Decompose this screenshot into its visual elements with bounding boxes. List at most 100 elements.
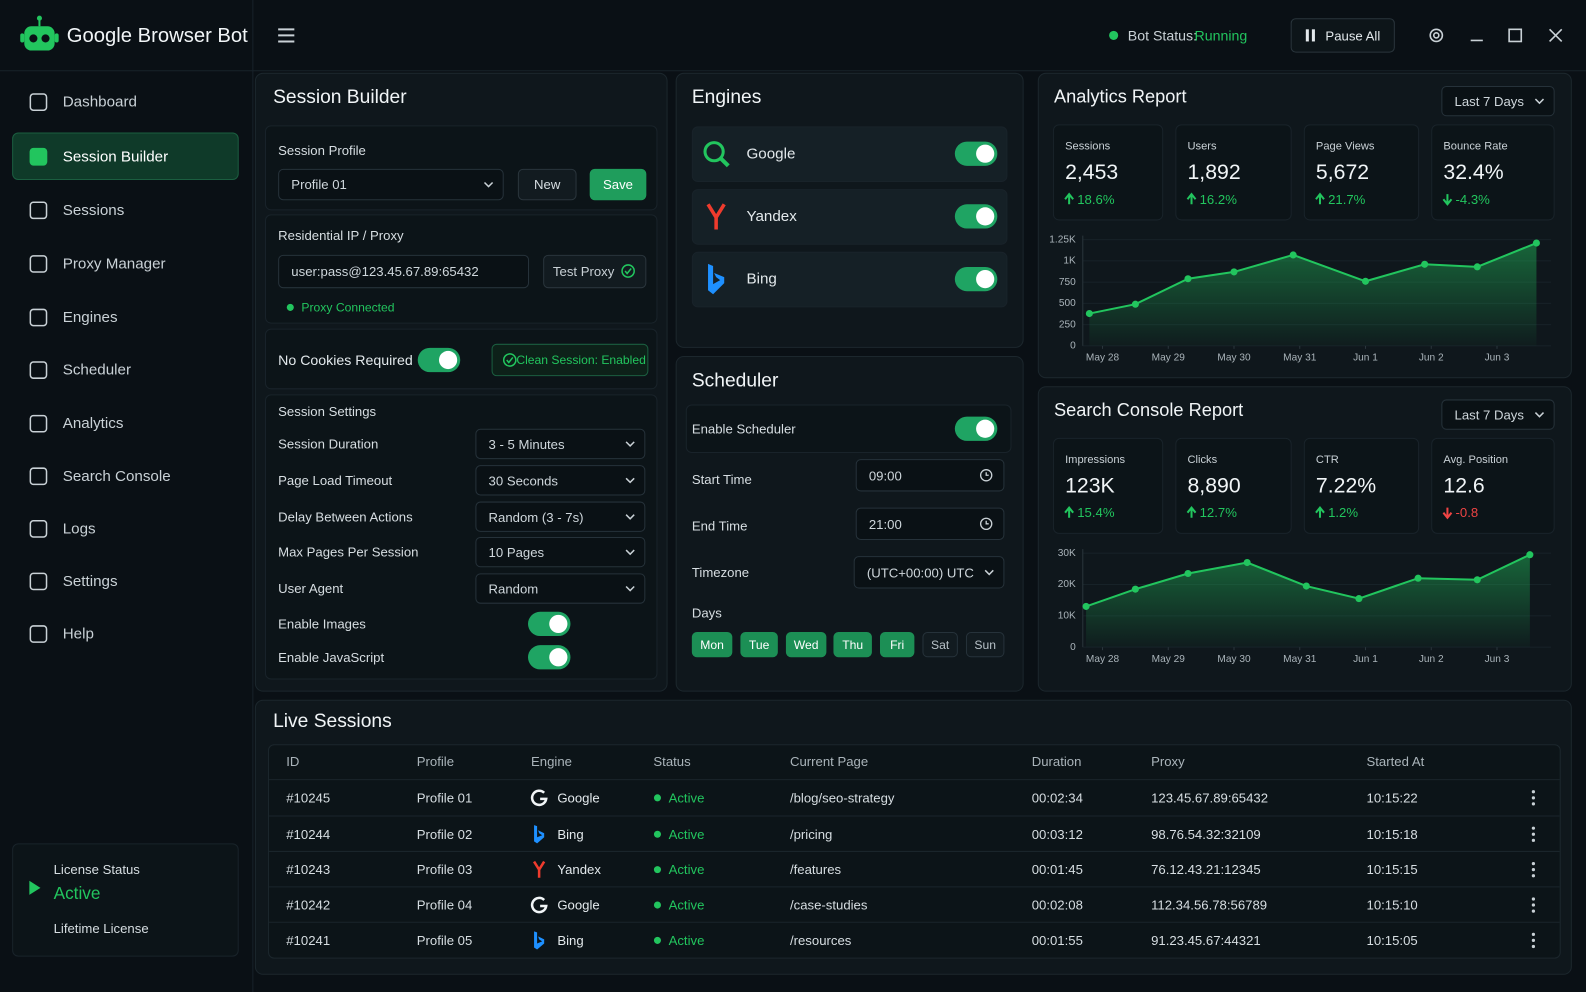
- nav-item[interactable]: [12, 507, 239, 551]
- row-menu[interactable]: [1525, 859, 1541, 881]
- setting-select[interactable]: 10 Pages: [475, 536, 646, 568]
- cell-engine: Google: [557, 897, 600, 913]
- cookies-toggle[interactable]: [417, 347, 461, 373]
- nav-item[interactable]: [12, 612, 239, 656]
- start-time-input[interactable]: 09:00: [855, 459, 1005, 492]
- toggle-knob: [549, 614, 568, 634]
- day-button[interactable]: Wed: [785, 632, 827, 658]
- day-button[interactable]: Fri: [879, 632, 915, 658]
- proxy-input[interactable]: user:pass@123.45.67.89:65432: [278, 254, 530, 289]
- stat-change: 12.7%: [1199, 505, 1237, 521]
- maximize-button[interactable]: [1503, 23, 1527, 47]
- setting-select[interactable]: 30 Seconds: [475, 465, 646, 496]
- day-button[interactable]: Sat: [922, 632, 958, 658]
- nav-item[interactable]: [12, 188, 239, 232]
- stat-change: 1.2%: [1328, 505, 1359, 521]
- row-menu[interactable]: [1525, 787, 1541, 809]
- field-label: Enable JavaScript: [278, 649, 385, 665]
- engine-toggle[interactable]: [954, 204, 998, 229]
- setting-select[interactable]: 3 - 5 Minutes: [475, 428, 646, 460]
- stat-label: Impressions: [1065, 454, 1126, 467]
- day-button[interactable]: Mon: [691, 632, 733, 658]
- cell: Profile 03: [416, 862, 473, 878]
- row-menu[interactable]: [1525, 929, 1541, 951]
- stat-card: [1303, 437, 1420, 534]
- cell: #10245: [286, 790, 331, 806]
- setting-select[interactable]: Random: [475, 573, 646, 604]
- field-label: Max Pages Per Session: [278, 544, 419, 560]
- cell: 10:15:22: [1366, 790, 1418, 806]
- field-label: Page Load Timeout: [278, 472, 393, 488]
- report-panel: [1037, 72, 1572, 379]
- nav-item[interactable]: [12, 295, 239, 339]
- cell-engine: Bing: [557, 826, 584, 842]
- range-select[interactable]: Last 7 Days: [1441, 85, 1555, 117]
- row-menu[interactable]: [1525, 823, 1541, 845]
- column-header: Profile: [416, 753, 455, 770]
- cell: #10241: [286, 932, 331, 949]
- field-label: Timezone: [691, 564, 750, 580]
- minimize-button[interactable]: [1465, 23, 1489, 47]
- clean-session-badge: Clean Session: Enabled: [491, 343, 649, 377]
- nav-label: Logs: [62, 520, 96, 538]
- nav-item[interactable]: [12, 559, 239, 603]
- setting-toggle[interactable]: [527, 611, 571, 637]
- nav-label: Settings: [62, 572, 118, 591]
- settings-button[interactable]: [1424, 23, 1448, 47]
- profile-select[interactable]: Profile 01: [278, 168, 504, 201]
- cell: 112.34.56.78:56789: [1151, 897, 1268, 913]
- nav-label: Proxy Manager: [62, 255, 166, 273]
- cell: 00:01:45: [1031, 862, 1083, 878]
- column-header: ID: [286, 753, 300, 770]
- stat-card: [1175, 437, 1292, 534]
- end-time-input[interactable]: 21:00: [855, 507, 1005, 540]
- cell: 10:15:15: [1366, 862, 1418, 878]
- timezone-select[interactable]: (UTC+00:00) UTC: [853, 556, 1005, 589]
- stat-value: 123K: [1065, 474, 1115, 498]
- test-proxy-button[interactable]: Test Proxy: [543, 254, 647, 289]
- close-button[interactable]: [1544, 23, 1568, 47]
- column-header: Proxy: [1151, 753, 1185, 770]
- field-label: Start Time: [691, 471, 752, 487]
- nav-item-active[interactable]: [12, 132, 239, 180]
- engine-name: Bing: [746, 270, 777, 288]
- new-button[interactable]: New: [517, 168, 577, 201]
- nav-item[interactable]: [12, 401, 239, 445]
- cell: /blog/seo-strategy: [789, 790, 895, 806]
- sessions-table: [268, 744, 1561, 959]
- nav-label: Dashboard: [62, 93, 137, 111]
- panel-title: Analytics Report: [1053, 86, 1187, 107]
- save-button[interactable]: Save: [589, 168, 647, 201]
- setting-select[interactable]: Random (3 - 7s): [475, 501, 646, 532]
- cell: 91.23.45.67:44321: [1151, 932, 1261, 949]
- field-label: Session Duration: [278, 436, 379, 452]
- engine-toggle[interactable]: [954, 141, 998, 166]
- cell: /features: [789, 862, 842, 878]
- license-type: Lifetime License: [53, 920, 149, 936]
- scheduler-toggle[interactable]: [954, 416, 998, 441]
- field-label: Residential IP / Proxy: [278, 228, 404, 244]
- row-menu[interactable]: [1525, 894, 1541, 916]
- range-select[interactable]: Last 7 Days: [1441, 399, 1555, 430]
- engine-toggle[interactable]: [954, 266, 998, 292]
- column-header: Engine: [531, 753, 572, 770]
- cell-status: Active: [668, 826, 705, 842]
- cell: Profile 02: [416, 826, 473, 842]
- day-button[interactable]: Tue: [740, 632, 778, 658]
- stat-change: -4.3%: [1455, 191, 1490, 207]
- field-label: User Agent: [278, 580, 344, 597]
- stat-value: 1,892: [1187, 160, 1241, 185]
- cell: Profile 05: [416, 932, 473, 949]
- engine-name: Yandex: [746, 207, 797, 225]
- day-button[interactable]: Sun: [965, 632, 1005, 658]
- cell: 00:02:34: [1031, 790, 1083, 806]
- pause-all-button[interactable]: Pause All: [1290, 18, 1395, 53]
- day-button[interactable]: Thu: [833, 632, 872, 658]
- setting-toggle[interactable]: [527, 645, 571, 670]
- field-label: Days: [691, 605, 722, 621]
- toggle-knob: [549, 648, 568, 667]
- column-header: Started At: [1366, 753, 1425, 770]
- license-label: License Status: [53, 862, 140, 878]
- stat-value: 7.22%: [1315, 474, 1377, 498]
